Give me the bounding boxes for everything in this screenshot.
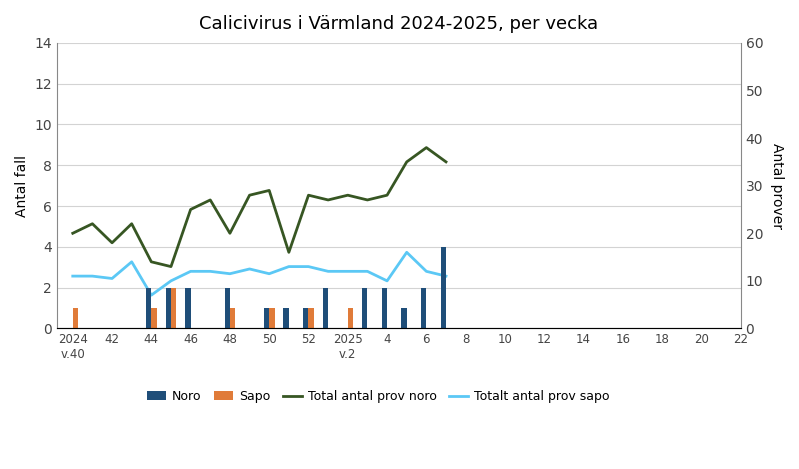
Bar xyxy=(362,287,368,328)
Legend: Noro, Sapo, Total antal prov noro, Totalt antal prov sapo: Noro, Sapo, Total antal prov noro, Total… xyxy=(142,385,614,408)
Bar xyxy=(284,308,289,328)
Y-axis label: Antal prover: Antal prover xyxy=(770,143,784,229)
Bar xyxy=(303,308,308,328)
Bar xyxy=(382,287,387,328)
Bar xyxy=(171,287,177,328)
Bar xyxy=(73,308,78,328)
Bar xyxy=(308,308,314,328)
Bar xyxy=(165,287,171,328)
Bar xyxy=(185,287,191,328)
Bar xyxy=(269,308,275,328)
Y-axis label: Antal fall: Antal fall xyxy=(15,155,29,217)
Bar xyxy=(264,308,269,328)
Bar xyxy=(323,287,328,328)
Bar xyxy=(348,308,353,328)
Bar xyxy=(401,308,407,328)
Bar xyxy=(230,308,236,328)
Bar xyxy=(421,287,427,328)
Bar xyxy=(151,308,157,328)
Title: Calicivirus i Värmland 2024-2025, per vecka: Calicivirus i Värmland 2024-2025, per ve… xyxy=(199,15,598,33)
Bar xyxy=(225,287,230,328)
Bar xyxy=(440,247,446,328)
Bar xyxy=(146,287,151,328)
